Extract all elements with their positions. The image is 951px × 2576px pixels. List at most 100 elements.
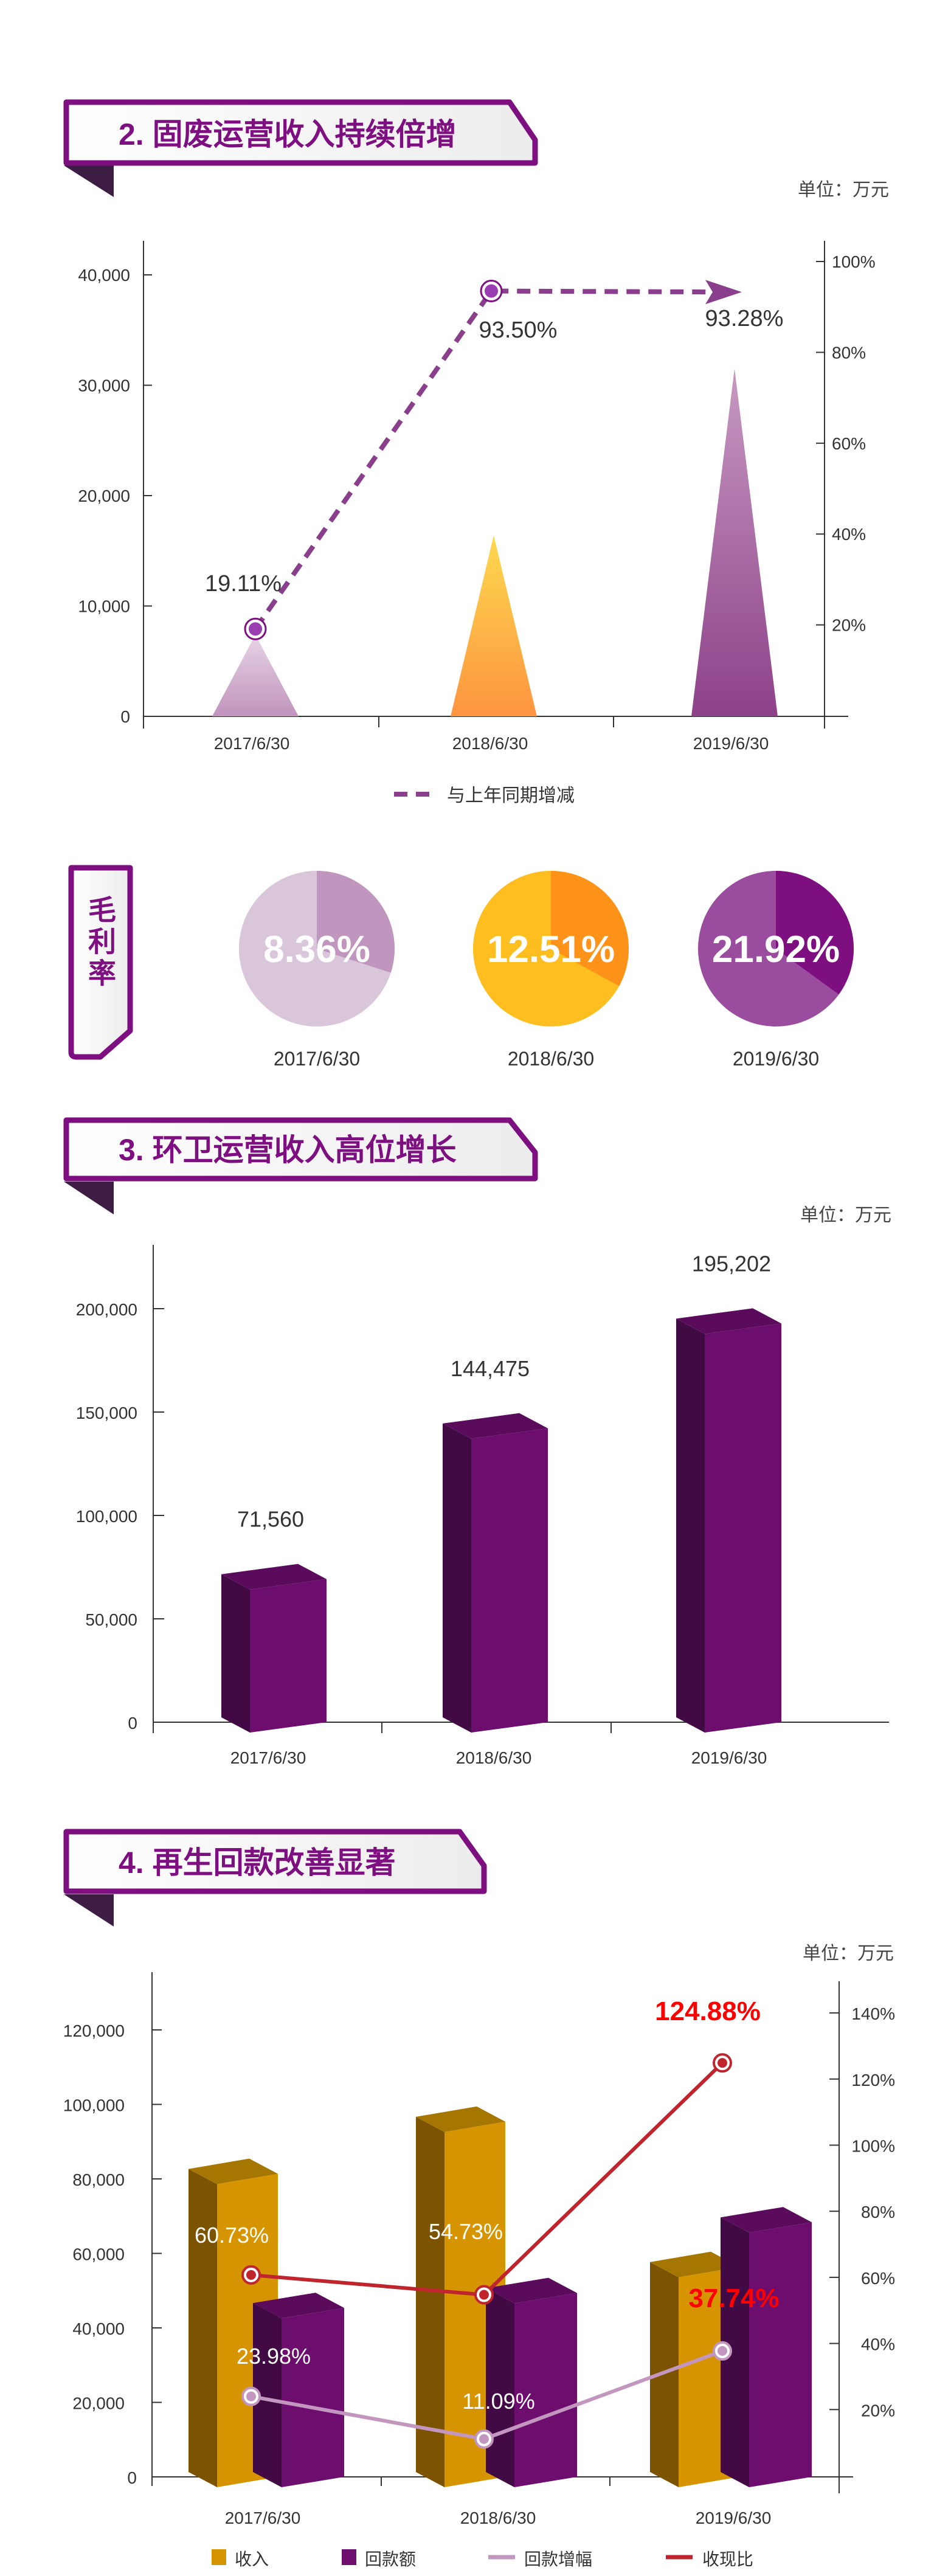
pie-2017/6/30: 8.36% 2017/6/30 — [239, 871, 395, 1070]
growth-point-core — [479, 2434, 489, 2444]
section-title: 2. 固废运营收入持续倍增 — [119, 117, 457, 151]
y-right-tick-label: 20% — [832, 616, 866, 635]
chart-solid-waste-revenue: 0 10,000 20,000 30,000 40,000 20% 40% 60% 80% 100… — [78, 241, 876, 806]
x-tick-label: 2019/6/30 — [693, 734, 769, 753]
arrow-head — [705, 280, 742, 305]
y-tick-label: 50,000 — [85, 1610, 137, 1629]
section-title: 3. 环卫运营收入高位增长 — [119, 1133, 457, 1167]
growth-label: 23.98% — [237, 2344, 311, 2369]
y-right-tick-label: 140% — [851, 2004, 895, 2023]
y-tick-label: 0 — [127, 2468, 137, 2487]
section4-header: 4. 再生回款改善显著 — [63, 1829, 487, 1927]
legend-label: 回款增幅 — [524, 2550, 592, 2569]
income-bar-side — [416, 2116, 444, 2487]
ratio-point-core — [718, 2058, 727, 2068]
bar-top — [676, 1308, 781, 1334]
pie-slice — [317, 871, 395, 973]
header-banner — [63, 99, 538, 166]
y-right-tick-label: 100% — [832, 252, 876, 271]
y-tick-label: 100,000 — [76, 1507, 137, 1526]
income-bar-top — [650, 2251, 739, 2277]
y-right-tick-label: 20% — [861, 2401, 895, 2420]
x-tick-label: 2018/6/30 — [460, 2508, 536, 2527]
section2-header: 2. 固废运营收入持续倍增 — [63, 99, 538, 197]
bar — [676, 1308, 781, 1733]
ratio-label: 124.88% — [655, 1996, 761, 2026]
data-point-core — [485, 284, 498, 298]
bar-front — [471, 1428, 548, 1733]
y-right-tick-label: 100% — [851, 2137, 895, 2156]
bar-front — [705, 1323, 781, 1733]
income-bar-side — [188, 2169, 217, 2487]
pie-value: 12.51% — [487, 929, 615, 971]
x-tick-label: 2017/6/30 — [230, 1748, 306, 1767]
income-bar-top — [416, 2106, 505, 2132]
payback-bar — [486, 2277, 577, 2487]
pie-value: 21.92% — [712, 929, 840, 971]
triangle-bar — [451, 535, 537, 716]
chart-sanitation-revenue: 0 50,000 100,000 150,000 200,000 71,560 144,47… — [76, 1245, 889, 1767]
data-label: 195,202 — [692, 1251, 771, 1276]
payback-bar — [253, 2293, 344, 2487]
y-right-tick-label: 60% — [832, 434, 866, 453]
y-tick-label: 20,000 — [72, 2394, 125, 2413]
y-right-tick-label: 60% — [861, 2269, 895, 2288]
header-banner — [63, 1117, 538, 1182]
payback-bar-top — [253, 2293, 344, 2319]
triangle-bar — [212, 634, 299, 716]
legend-label: 收入 — [235, 2550, 269, 2569]
data-label: 19.11% — [205, 571, 282, 597]
pie-slice — [776, 871, 854, 995]
payback-bar-top — [486, 2277, 577, 2304]
margin-label-box — [68, 865, 133, 1060]
y-tick-label: 200,000 — [76, 1300, 137, 1319]
pie-value: 8.36% — [263, 929, 370, 971]
gross-margin-section: 毛利率 8.36%2017/6/3012.51%2018/6/3021.92%2… — [68, 865, 854, 1070]
y-tick-label: 120,000 — [63, 2021, 125, 2040]
data-label: 93.28% — [705, 306, 784, 331]
legend-label: 收现比 — [702, 2550, 753, 2569]
legend-swatch-payback — [342, 2549, 356, 2565]
y-tick-label: 0 — [120, 707, 130, 726]
unit-label: 单位：万元 — [798, 180, 889, 200]
chart-recycling-payback: 0 20,000 40,000 60,000 80,000 100,000 120,000 2… — [63, 1972, 895, 2569]
y-tick-label: 80,000 — [72, 2170, 125, 2189]
growth-line — [253, 288, 724, 631]
header-banner — [63, 1829, 487, 1894]
y-tick-label: 20,000 — [78, 486, 130, 505]
growth-point-core — [246, 2391, 256, 2401]
payback-bar-side — [486, 2288, 514, 2487]
y-tick-label: 40,000 — [78, 266, 130, 285]
income-bar-top — [188, 2158, 278, 2184]
payback-bar — [721, 2207, 812, 2487]
y-right-tick-label: 80% — [861, 2203, 895, 2221]
bar-side — [443, 1423, 471, 1733]
pie-date: 2017/6/30 — [274, 1048, 360, 1070]
unit-label: 单位：万元 — [800, 1205, 891, 1225]
y-right-tick-label: 40% — [832, 525, 866, 544]
pie-slice — [551, 871, 629, 986]
bar-side — [221, 1574, 250, 1733]
ribbon-fold — [64, 165, 114, 197]
ribbon-fold — [64, 1894, 114, 1927]
ratio-label: 60.73% — [195, 2223, 269, 2248]
bar — [221, 1563, 327, 1733]
payback-bar-side — [721, 2217, 749, 2487]
bar — [443, 1413, 548, 1733]
x-tick-label: 2017/6/30 — [225, 2508, 301, 2527]
unit-label: 单位：万元 — [803, 1944, 894, 1964]
pie-date: 2019/6/30 — [733, 1048, 819, 1070]
ratio-point-core — [246, 2270, 256, 2280]
legend-label: 与上年同期增减 — [447, 786, 575, 806]
pie-date: 2018/6/30 — [508, 1048, 594, 1070]
pie-2019/6/30: 21.92% 2019/6/30 — [698, 871, 854, 1070]
data-point-core — [249, 622, 262, 636]
data-label: 71,560 — [237, 1507, 304, 1532]
payback-bar-top — [721, 2207, 812, 2233]
y-right-tick-label: 40% — [861, 2335, 895, 2354]
gross-margin-label: 毛利率 — [85, 895, 116, 990]
x-tick-label: 2019/6/30 — [691, 1748, 767, 1767]
y-tick-label: 30,000 — [78, 376, 130, 395]
y-tick-label: 60,000 — [72, 2245, 125, 2264]
